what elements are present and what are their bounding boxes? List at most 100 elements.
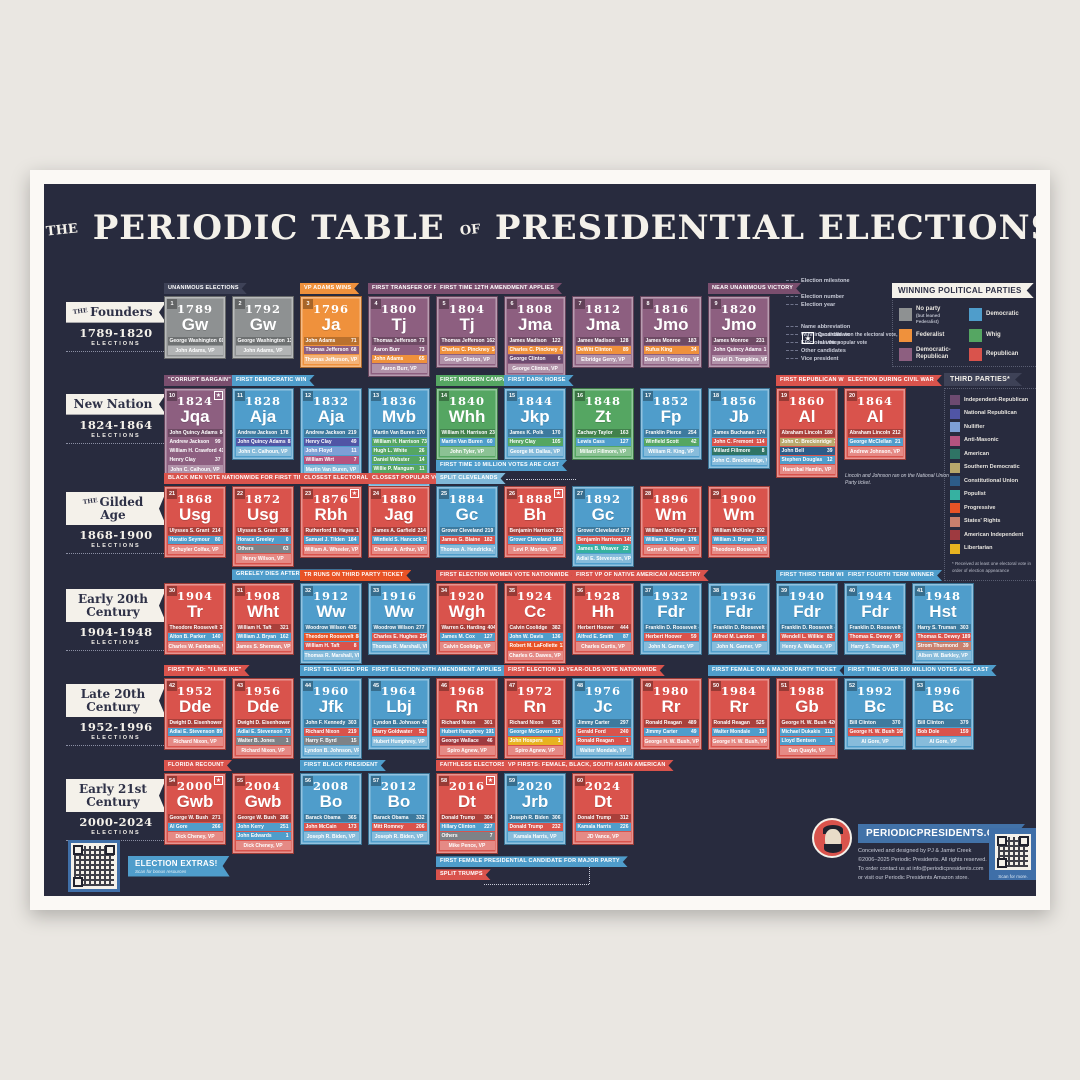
third-party-label: Populist bbox=[964, 491, 986, 498]
winner-votes: 301 bbox=[484, 720, 493, 727]
winner-row: John Quincy Adams84 bbox=[167, 429, 223, 438]
winner-votes: 404 bbox=[487, 625, 495, 632]
era-label-1824-1864: New Nation 1824-1864 ELECTIONS bbox=[66, 394, 170, 445]
winner-name: Franklin D. Roosevelt bbox=[781, 625, 833, 632]
election-number: 41 bbox=[915, 586, 925, 596]
candidate-row: Martin Van Buren 60 bbox=[439, 438, 495, 447]
winner-row: Ronald Reagan 525 bbox=[711, 719, 767, 728]
credits-block: PERIODICPRESIDENTS.COM Conceived and des… bbox=[812, 818, 1036, 883]
election-year: 2024 bbox=[584, 778, 621, 793]
winner-name: Bill Clinton bbox=[917, 720, 944, 727]
candidate-name: Horace Greeley bbox=[237, 537, 275, 544]
vice-president-row: Hubert Humphrey, VP bbox=[371, 737, 427, 747]
election-number: 38 bbox=[711, 586, 721, 596]
milestone-banner: UNANIMOUS ELECTIONS bbox=[164, 283, 247, 294]
candidate-votes: 46 bbox=[486, 738, 493, 745]
era-years: 1904-1948 bbox=[79, 625, 153, 640]
election-year: 1940 bbox=[788, 588, 825, 603]
candidate-row: Grover Cleveland 168 bbox=[507, 536, 563, 545]
candidate-votes: 162 bbox=[280, 634, 289, 641]
era-years: 1824-1864 bbox=[79, 417, 153, 432]
candidate-votes: 49 bbox=[350, 439, 357, 446]
milestone-banner: FIRST TIME 10 MILLION VOTES ARE CAST bbox=[436, 460, 567, 471]
president-symbol: Tr bbox=[186, 601, 204, 621]
winner-row: Ulysses S. Grant 214 bbox=[167, 527, 223, 536]
milestone-banner: FIRST TIME 12TH AMENDMENT APPLIES bbox=[436, 283, 562, 294]
candidate-name: Adlai E. Stevenson bbox=[237, 729, 283, 736]
election-number: 10 bbox=[167, 391, 177, 401]
election-year: 1852 bbox=[652, 393, 689, 408]
winner-name: James K. Polk bbox=[509, 430, 544, 437]
winner-name: Donald Trump bbox=[577, 815, 612, 822]
winner-name: James Monroe bbox=[645, 338, 681, 345]
election-cell-1796: VP ADAMS WINS 3 1796 Ja John Adams 71 Thomas J… bbox=[300, 296, 362, 369]
candidate-name: William H. Harrison bbox=[373, 439, 420, 446]
election-year: 1804 bbox=[448, 301, 485, 316]
candidate-row: Ronald Reagan 1 bbox=[575, 737, 631, 746]
candidate-row: Charles E. Hughes254 bbox=[371, 633, 427, 642]
winner-name: James Madison bbox=[577, 338, 615, 345]
party-swatch bbox=[899, 308, 912, 322]
candidate-name: Adlai E. Stevenson bbox=[169, 729, 215, 736]
winner-name: Jimmy Carter bbox=[577, 720, 610, 727]
winner-name: William H. Harrison bbox=[441, 430, 488, 437]
election-cell-2016: FAITHLESS ELECTORS FIRST FEMALE PRESIDENT… bbox=[436, 773, 498, 854]
candidate-row: William J. Bryan 176 bbox=[643, 536, 699, 545]
candidate-name: Michael Dukakis bbox=[781, 729, 821, 736]
candidate-votes: 1 bbox=[625, 738, 629, 745]
candidate-name: Robert M. LaFollette bbox=[509, 643, 558, 650]
electoral-popular-split-star: ★ bbox=[486, 776, 495, 785]
election-number: 30 bbox=[167, 586, 177, 596]
candidate-votes: 60 bbox=[486, 439, 493, 446]
vice-president-row: George M. Dallas, VP bbox=[507, 447, 563, 457]
winner-votes: 292 bbox=[756, 528, 765, 535]
third-party-item: States' Rights bbox=[950, 516, 1032, 527]
candidate-votes: 155 bbox=[756, 537, 765, 544]
elections-row-5: FIRST TV AD: "I LIKE IKE" 42 1952 Dde Dwight… bbox=[164, 678, 974, 760]
candidate-name: Gerald Ford bbox=[577, 729, 606, 736]
candidate-row: Others 7 bbox=[439, 832, 495, 841]
candidate-votes: 189 bbox=[962, 634, 971, 641]
president-symbol: Jag bbox=[384, 504, 414, 524]
era-name: New Nation bbox=[66, 394, 166, 415]
candidate-name: George Wallace bbox=[441, 738, 479, 745]
candidate-row: Richard Nixon 219 bbox=[303, 728, 359, 737]
vice-president-row: Millard Fillmore, VP bbox=[575, 447, 631, 457]
election-cell-1980: 49 1980 Rr Ronald Reagan 489 Jimmy Carter 49 Ge… bbox=[640, 678, 702, 751]
candidate-votes: 114 bbox=[756, 439, 765, 446]
election-year: 1984 bbox=[720, 683, 757, 698]
candidate-row: John Adams 65 bbox=[371, 355, 427, 364]
era-sub: ELECTIONS bbox=[91, 640, 141, 647]
candidate-row: John Edwards 1 bbox=[235, 832, 291, 841]
era-name: THE Founders bbox=[66, 302, 166, 323]
election-number: 18 bbox=[711, 391, 721, 401]
vice-president-row: Dick Cheney, VP bbox=[167, 832, 223, 842]
president-symbol: Jma bbox=[517, 314, 553, 334]
candidate-votes: 39 bbox=[826, 448, 833, 455]
candidate-votes: 21 bbox=[894, 439, 901, 446]
election-year: 1896 bbox=[652, 491, 689, 506]
candidate-votes: 191 bbox=[485, 729, 495, 736]
winner-votes: 214 bbox=[212, 528, 221, 535]
vice-president-row: George Clinton, VP bbox=[507, 364, 563, 374]
winner-votes: 254 bbox=[688, 430, 697, 437]
milestone-banner: FIRST ELECTION 18-YEAR-OLDS VOTE NATIONW… bbox=[504, 665, 665, 676]
milestone-banner: ELECTION DURING CIVIL WAR bbox=[844, 375, 942, 386]
winner-name: Donald Trump bbox=[441, 815, 476, 822]
candidate-name: William J. Bryan bbox=[713, 537, 753, 544]
party-swatch bbox=[969, 328, 982, 342]
candidate-name: Walter Mondale bbox=[713, 729, 751, 736]
candidate-name: Hugh L. White bbox=[373, 448, 408, 455]
election-number: 42 bbox=[167, 681, 177, 691]
candidate-row: John Hospers 1 bbox=[507, 737, 563, 746]
winner-votes: 185 bbox=[355, 528, 359, 535]
milestone-banner: FIRST THIRD TERM WINNER bbox=[776, 570, 868, 581]
president-symbol: Rn bbox=[523, 696, 547, 716]
qr-caption: Scan for more. bbox=[998, 874, 1028, 879]
third-parties-legend: THIRD PARTIES* Independent-Republican Nat… bbox=[944, 368, 1036, 581]
candidate-votes: 266 bbox=[212, 824, 221, 831]
candidate-row: Stephen Douglas 12 bbox=[779, 456, 835, 465]
candidate-name: Others bbox=[237, 546, 254, 553]
candidate-name: John Edwards bbox=[237, 833, 272, 840]
